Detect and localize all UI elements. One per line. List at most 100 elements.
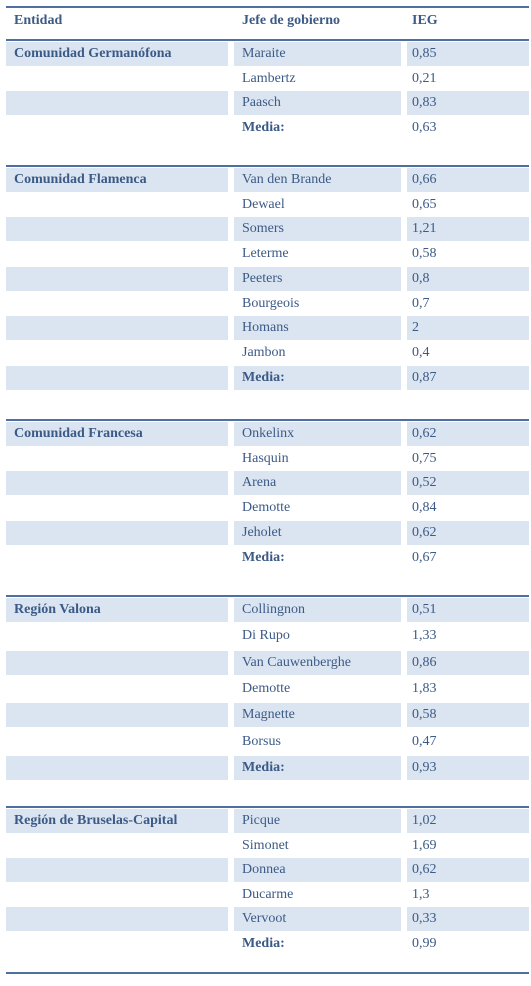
cell-shade — [407, 907, 529, 932]
cell-shade — [234, 168, 401, 192]
head-of-government-name: Bourgeois — [242, 295, 300, 311]
head-of-government-name: Borsus — [242, 733, 281, 749]
ieg-value: 1,69 — [412, 837, 437, 853]
head-of-government-name: Jambon — [242, 344, 286, 360]
mean-label: Media: — [242, 936, 285, 951]
ieg-value: 0,33 — [412, 911, 437, 927]
head-of-government-name: Ducarme — [242, 886, 294, 902]
head-of-government-name: Collingnon — [242, 602, 306, 617]
head-of-government-name: Demotte — [242, 500, 291, 516]
cell-shade — [407, 858, 529, 883]
ieg-value: 0,75 — [412, 450, 437, 466]
cell-shade — [407, 598, 529, 622]
table-row: Di Rupo 1,33 — [0, 624, 531, 648]
mean-value: 0,63 — [412, 120, 437, 136]
table-row: Arena 0,52 — [0, 471, 531, 496]
head-of-government-name: Demotte — [242, 680, 291, 696]
cell-shade — [6, 266, 228, 291]
head-of-government-name: Hasquin — [242, 450, 289, 466]
table-row: Leterme 0,58 — [0, 242, 531, 266]
ieg-value: 0,83 — [412, 95, 437, 111]
cell-shade — [407, 809, 529, 833]
head-of-government-name: Lambertz — [242, 70, 296, 86]
table-row: Van Cauwenberghe 0,86 — [0, 650, 531, 675]
bottom-rule — [6, 972, 529, 974]
section-rule — [6, 165, 529, 167]
cell-shade — [407, 520, 529, 545]
cell-shade — [6, 471, 228, 496]
cell-shade — [6, 168, 228, 192]
ieg-value: 0,4 — [412, 344, 430, 360]
cell-shade — [6, 42, 228, 66]
table-row: Ducarme 1,3 — [0, 883, 531, 907]
table-row: Bourgeois 0,7 — [0, 292, 531, 316]
cell-shade — [234, 755, 401, 780]
ieg-value: 0,51 — [412, 602, 437, 617]
section-rule — [6, 39, 529, 41]
ieg-value: 0,7 — [412, 295, 430, 311]
cell-shade — [234, 598, 401, 622]
ieg-value: 0,62 — [412, 524, 437, 540]
mean-row: Media: 0,99 — [0, 932, 531, 956]
ieg-value: 0,8 — [412, 270, 430, 286]
table-row: Peeters 0,8 — [0, 266, 531, 291]
entity-label: Comunidad Francesa — [14, 426, 143, 441]
cell-shade — [234, 217, 401, 242]
cell-shade — [234, 907, 401, 932]
cell-shade — [234, 316, 401, 341]
cell-shade — [6, 520, 228, 545]
mean-row: Media: 0,87 — [0, 365, 531, 390]
cell-shade — [234, 42, 401, 66]
table-row: Comunidad Flamenca Van den Brande 0,66 — [0, 168, 531, 192]
cell-shade — [6, 91, 228, 116]
table-row: Simonet 1,69 — [0, 834, 531, 858]
table-row: Región Valona Collingnon 0,51 — [0, 598, 531, 622]
table-row: Donnea 0,62 — [0, 858, 531, 883]
cell-shade — [6, 598, 228, 622]
cell-shade — [6, 907, 228, 932]
cell-shade — [6, 217, 228, 242]
entity-label: Región de Bruselas-Capital — [14, 813, 178, 828]
cell-shade — [6, 316, 228, 341]
ieg-value: 1,21 — [412, 221, 437, 237]
cell-shade — [407, 266, 529, 291]
ieg-value: 0,62 — [412, 426, 437, 441]
table-row: Vervoot 0,33 — [0, 907, 531, 932]
top-rule — [6, 6, 529, 8]
table-row: Comunidad Germanófona Maraite 0,85 — [0, 42, 531, 66]
cell-shade — [6, 650, 228, 675]
cell-shade — [234, 471, 401, 496]
mean-value: 0,67 — [412, 549, 437, 565]
table-row: Lambertz 0,21 — [0, 67, 531, 91]
head-of-government-name: Simonet — [242, 837, 289, 853]
mean-label: Media: — [242, 369, 285, 385]
cell-shade — [6, 703, 228, 728]
ieg-value: 0,85 — [412, 46, 437, 61]
ieg-value: 1,33 — [412, 628, 437, 644]
cell-shade — [407, 755, 529, 780]
ieg-value: 0,84 — [412, 500, 437, 516]
table-row: Jambon 0,4 — [0, 341, 531, 365]
ieg-value: 2 — [412, 320, 419, 336]
ieg-value: 0,66 — [412, 172, 437, 187]
entity-label: Comunidad Flamenca — [14, 172, 147, 187]
table-row: Hasquin 0,75 — [0, 447, 531, 471]
ieg-value: 0,62 — [412, 862, 437, 878]
cell-shade — [407, 217, 529, 242]
mean-value: 0,93 — [412, 759, 437, 775]
header-ieg: IEG — [412, 13, 438, 28]
table-row: Dewael 0,65 — [0, 193, 531, 217]
cell-shade — [6, 755, 228, 780]
head-of-government-name: Arena — [242, 475, 277, 491]
mean-label: Media: — [242, 759, 285, 775]
ieg-value: 1,3 — [412, 886, 430, 902]
entity-label: Región Valona — [14, 602, 101, 617]
head-of-government-name: Onkelinx — [242, 426, 295, 441]
mean-value: 0,99 — [412, 936, 437, 951]
cell-shade — [234, 365, 401, 390]
cell-shade — [407, 650, 529, 675]
cell-shade — [407, 91, 529, 116]
table-row: Somers 1,21 — [0, 217, 531, 242]
ieg-value: 0,58 — [412, 246, 437, 262]
head-of-government-name: Van Cauwenberghe — [242, 654, 351, 670]
